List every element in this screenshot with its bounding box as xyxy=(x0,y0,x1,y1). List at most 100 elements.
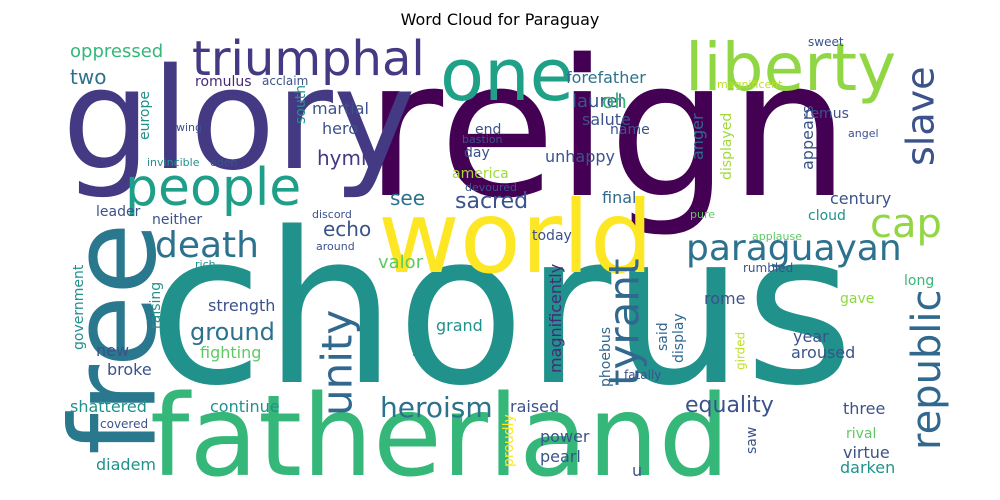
word-phoebus: phoebus xyxy=(598,327,614,387)
word-hero: hero xyxy=(322,119,358,138)
word-appears: appears xyxy=(798,105,817,170)
word-girded: girded xyxy=(734,332,748,370)
word-death: death xyxy=(155,225,259,266)
word-sacred: sacred xyxy=(455,189,528,214)
word-covered: covered xyxy=(100,417,148,431)
word-divided: divided xyxy=(410,304,429,363)
word-remus: remus xyxy=(805,106,849,122)
word-valor: valor xyxy=(378,252,424,273)
word-america: america xyxy=(452,166,509,182)
word-magnificently: magnificently xyxy=(546,264,565,373)
word-acclaim: acclaim xyxy=(262,74,308,88)
word-raised: raised xyxy=(510,397,559,416)
word-one: one xyxy=(440,33,574,117)
word-hymn: hymn xyxy=(317,146,374,170)
word-government: government xyxy=(71,264,87,350)
word-south: south xyxy=(293,85,309,124)
word-romulus: romulus xyxy=(195,74,252,90)
word-two: two xyxy=(70,65,106,89)
word-slave: slave xyxy=(898,66,942,166)
word-invincible: invincible xyxy=(147,156,200,169)
word-rich: rich xyxy=(195,258,216,271)
word-fatherland: fatherland xyxy=(150,372,730,500)
word-darken: darken xyxy=(840,458,895,477)
word-today: today xyxy=(532,228,572,244)
word-shattered: shattered xyxy=(70,397,147,416)
word-rival: rival xyxy=(846,426,876,442)
word-paraguayan: paraguayan xyxy=(686,228,902,269)
word-discord: discord xyxy=(312,208,352,221)
word-year: year xyxy=(793,327,829,346)
word-pearl: pearl xyxy=(540,447,581,466)
word-cap: cap xyxy=(870,201,942,247)
word-long: long xyxy=(904,273,934,289)
word-wing: wing xyxy=(176,121,202,134)
word-sweet: sweet xyxy=(808,35,844,49)
word-neither: neither xyxy=(152,212,202,228)
word-triumphal: triumphal xyxy=(192,31,425,87)
word-liberty: liberty xyxy=(685,29,896,106)
word-leader: leader xyxy=(96,204,141,220)
word-applause: applause xyxy=(752,230,802,243)
word-name: name xyxy=(610,122,650,138)
word-raising: raising xyxy=(148,282,164,329)
word-rumbled: rumbled xyxy=(743,261,793,275)
word-around: around xyxy=(316,240,355,253)
word-day: day xyxy=(464,145,490,161)
word-equality: equality xyxy=(685,393,774,418)
word-chorus: chorus xyxy=(148,187,854,432)
word-proudly: proudly xyxy=(501,414,517,467)
word-magnificent: magnificent xyxy=(717,78,783,91)
word-gave: gave xyxy=(840,291,874,307)
word-final: final xyxy=(602,188,636,207)
word-republic: republic xyxy=(904,289,950,450)
word-century: century xyxy=(830,189,891,208)
word-rome: rome xyxy=(704,289,745,308)
word-see: see xyxy=(390,186,425,210)
word-august: august xyxy=(283,223,299,272)
word-salute: salute xyxy=(582,110,631,129)
word-glory: glory xyxy=(62,39,416,202)
word-oh: oh xyxy=(602,89,627,113)
word-fighting: fighting xyxy=(200,343,261,362)
word-said: said xyxy=(655,322,671,351)
word-unity: unity xyxy=(313,310,362,416)
chart-title: Word Cloud for Paraguay xyxy=(400,10,600,29)
word-echo: echo xyxy=(323,217,371,241)
word-oppressed: oppressed xyxy=(70,41,163,62)
word-end: end xyxy=(475,122,501,138)
word-power: power xyxy=(540,427,590,446)
word-broke: broke xyxy=(107,360,152,379)
word-cloud: cloud xyxy=(808,208,846,224)
word-bastion: bastion xyxy=(462,133,503,146)
word-diadem: diadem xyxy=(96,455,156,474)
word-continue: continue xyxy=(210,397,280,416)
word-new: new xyxy=(96,341,129,360)
word-martial: martial xyxy=(312,99,369,118)
word-laurel: laurel xyxy=(572,91,623,112)
word-pure: pure xyxy=(690,208,715,221)
word-unhappy: unhappy xyxy=(545,147,615,166)
word-heroism: heroism xyxy=(380,391,493,424)
word-aroused: aroused xyxy=(791,343,855,362)
word-displayed: displayed xyxy=(719,113,735,180)
word-europe: europe xyxy=(137,91,153,140)
word-u: u xyxy=(632,461,642,480)
word-world: world xyxy=(378,179,653,296)
word-forefather: forefather xyxy=(566,68,646,87)
word-free: free xyxy=(44,222,182,455)
word-strength: strength xyxy=(208,296,275,315)
word-fatally: fatally xyxy=(624,368,661,382)
word-reign: reign xyxy=(365,19,850,240)
word-display: display xyxy=(671,313,687,363)
word-people: people xyxy=(125,158,301,218)
word-angel: angel xyxy=(848,127,879,140)
word-anger: anger xyxy=(688,113,707,160)
word-saw: saw xyxy=(744,427,760,454)
word-devoured: devoured xyxy=(465,181,517,194)
word-virtue: virtue xyxy=(843,443,890,462)
word-eden: eden xyxy=(210,156,238,169)
word-tyrant: tyrant xyxy=(600,259,649,386)
word-grand: grand xyxy=(436,316,483,335)
